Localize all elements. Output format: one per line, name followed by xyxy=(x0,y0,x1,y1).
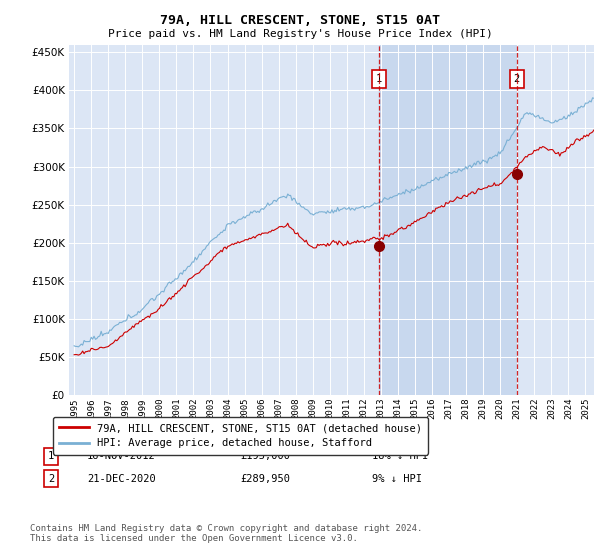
Text: 79A, HILL CRESCENT, STONE, ST15 0AT: 79A, HILL CRESCENT, STONE, ST15 0AT xyxy=(160,14,440,27)
Text: 2: 2 xyxy=(514,74,520,84)
Text: 16-NOV-2012: 16-NOV-2012 xyxy=(87,451,156,461)
Text: 1: 1 xyxy=(48,451,54,461)
Text: 21-DEC-2020: 21-DEC-2020 xyxy=(87,474,156,484)
Legend: 79A, HILL CRESCENT, STONE, ST15 0AT (detached house), HPI: Average price, detach: 79A, HILL CRESCENT, STONE, ST15 0AT (det… xyxy=(53,417,428,455)
Text: Contains HM Land Registry data © Crown copyright and database right 2024.
This d: Contains HM Land Registry data © Crown c… xyxy=(30,524,422,543)
Text: £195,000: £195,000 xyxy=(240,451,290,461)
Bar xyxy=(379,45,517,395)
Text: 9% ↓ HPI: 9% ↓ HPI xyxy=(372,474,422,484)
Text: 18% ↓ HPI: 18% ↓ HPI xyxy=(372,451,428,461)
Text: £289,950: £289,950 xyxy=(240,474,290,484)
Text: Price paid vs. HM Land Registry's House Price Index (HPI): Price paid vs. HM Land Registry's House … xyxy=(107,29,493,39)
Text: 2: 2 xyxy=(48,474,54,484)
Text: 1: 1 xyxy=(376,74,382,84)
